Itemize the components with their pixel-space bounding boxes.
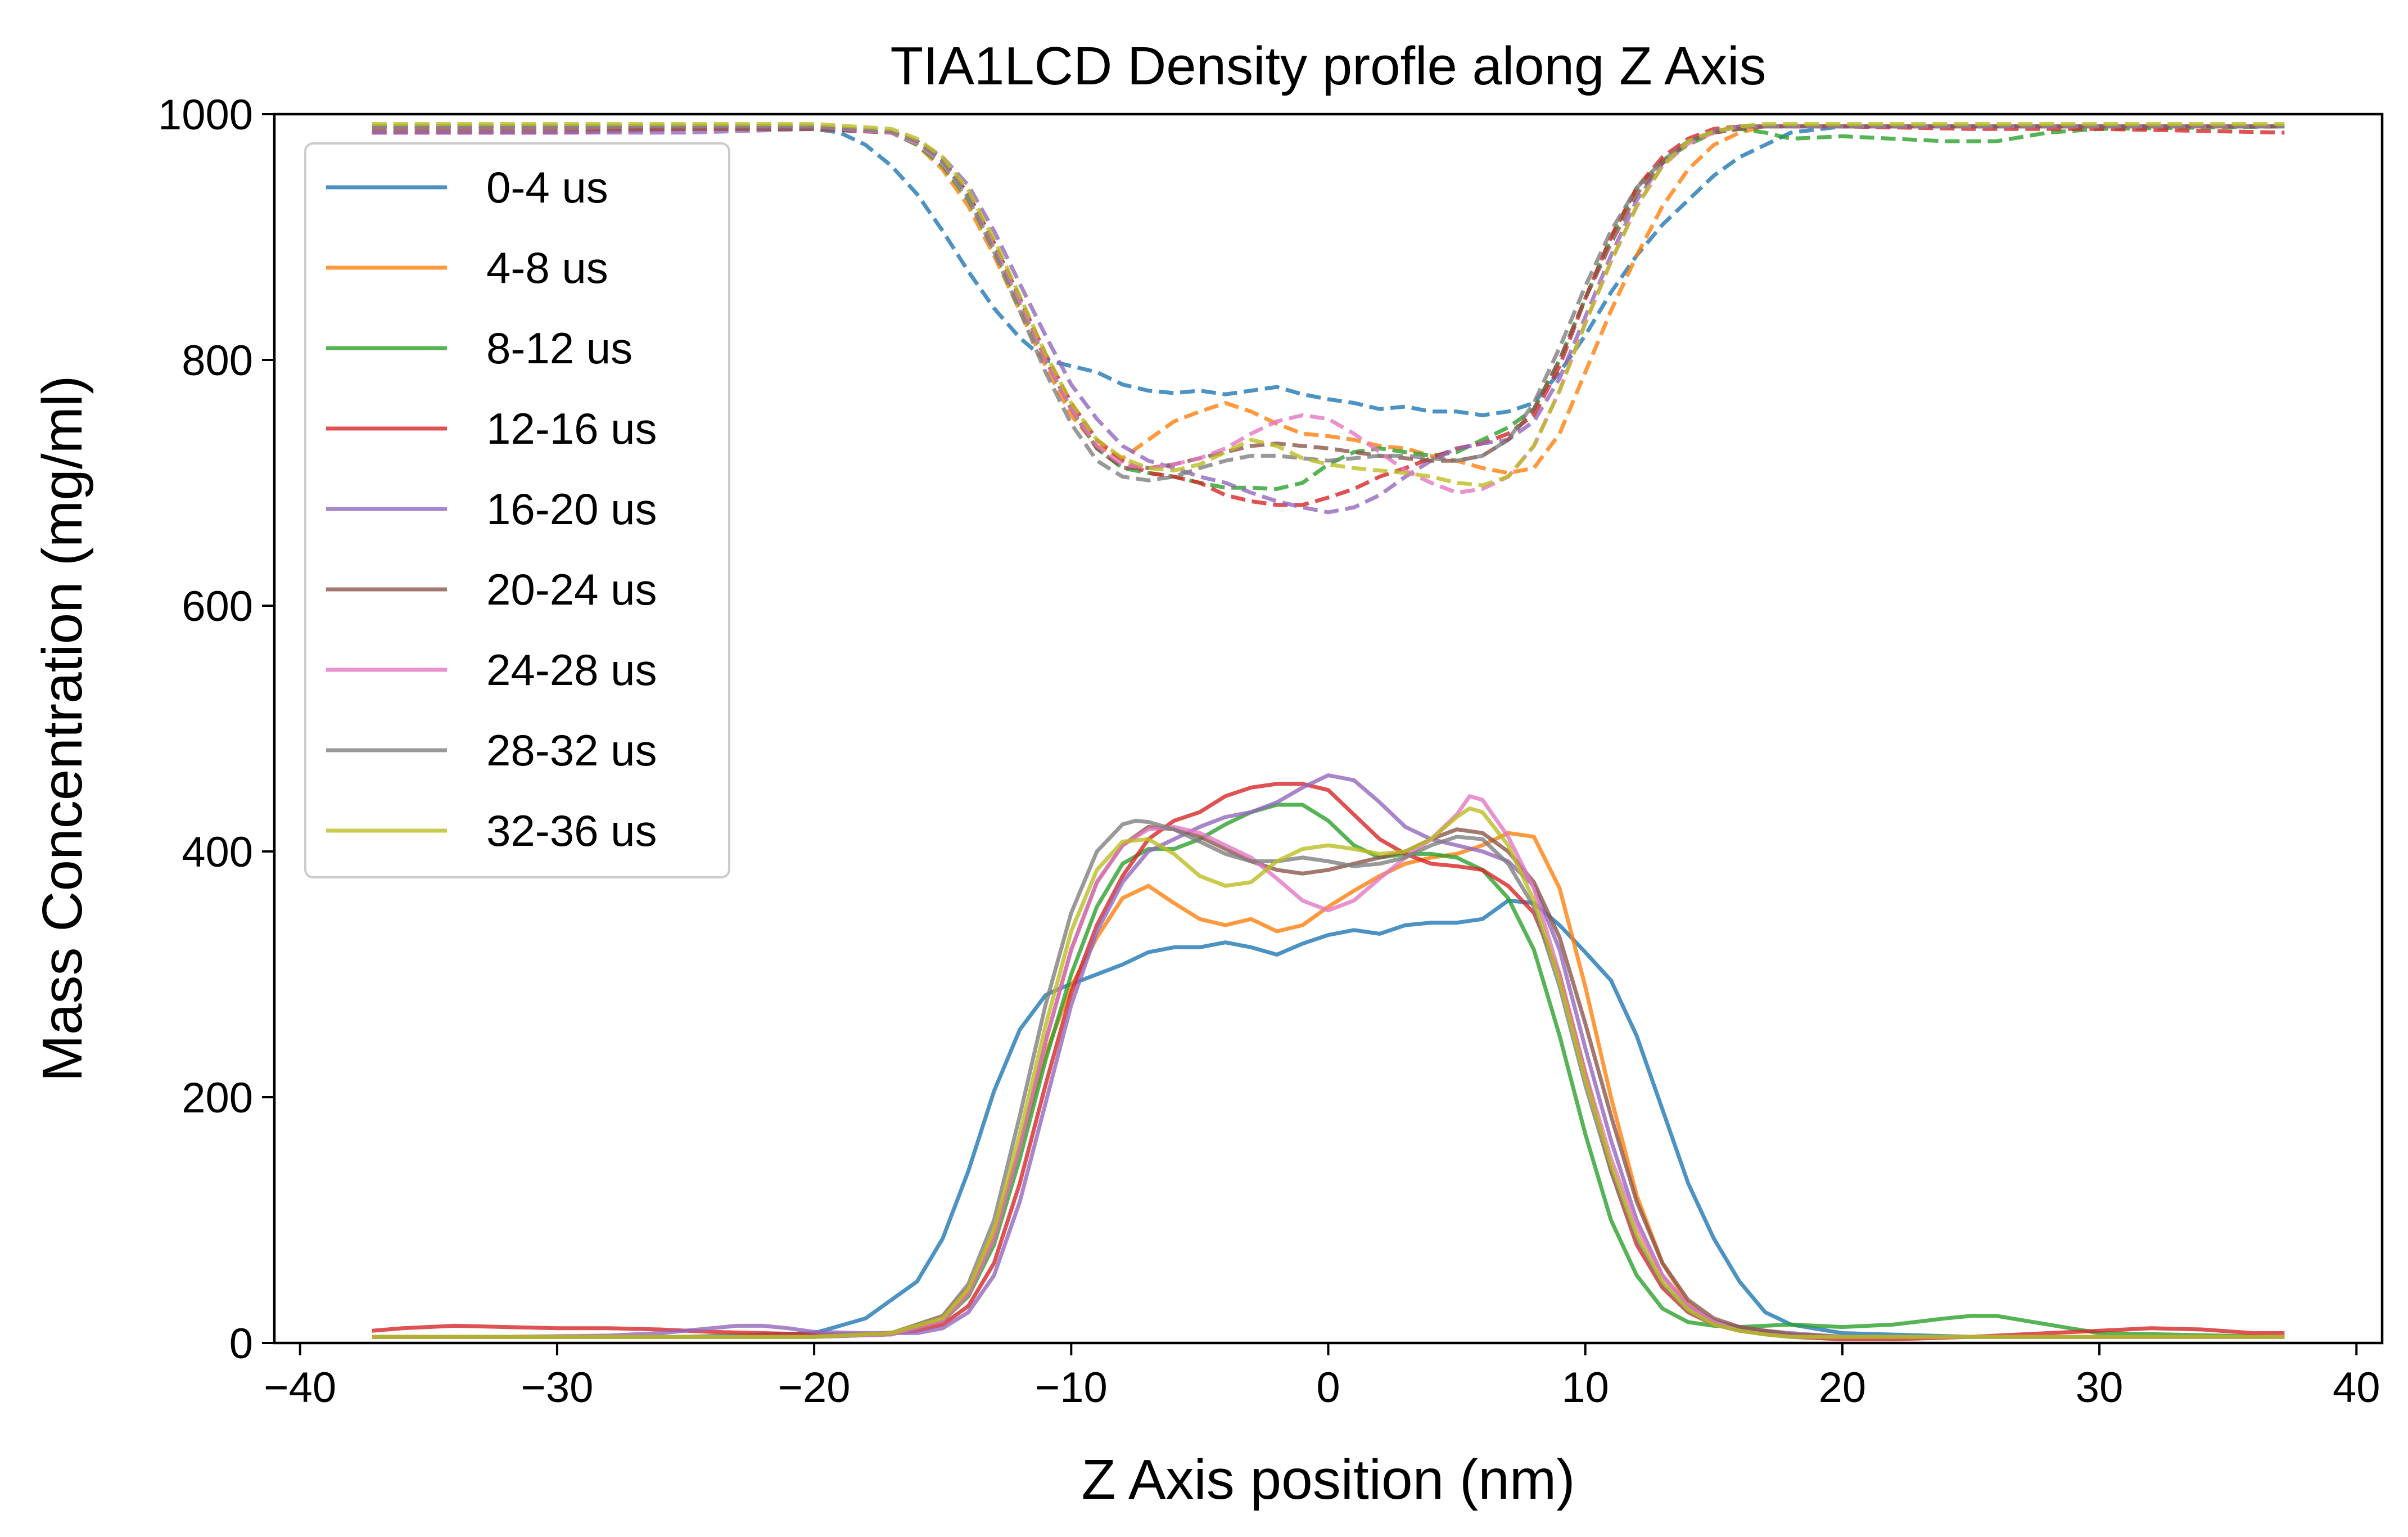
x-tick-label: −20 [778, 1364, 851, 1412]
y-tick-label: 1000 [158, 91, 253, 139]
y-tick-label: 400 [182, 828, 253, 876]
legend-label: 16-20 us [486, 484, 657, 534]
chart-title: TIA1LCD Density profle along Z Axis [891, 36, 1767, 96]
x-axis-label: Z Axis position (nm) [1081, 1448, 1575, 1511]
y-tick-label: 800 [182, 337, 253, 385]
y-axis-ticks: 0 200 400 600 800 1000 [158, 91, 274, 1368]
legend-label: 12-16 us [486, 404, 657, 453]
series-layer [372, 122, 2285, 1341]
legend-box [304, 142, 730, 878]
y-tick-label: 0 [229, 1320, 253, 1368]
water-density-line [372, 124, 2285, 491]
legend-label: 32-36 us [486, 806, 657, 855]
x-tick-label: −10 [1035, 1364, 1108, 1412]
protein-density-line [372, 898, 2285, 1339]
legend-label: 4-8 us [486, 243, 608, 292]
y-tick-label: 200 [182, 1074, 253, 1122]
x-tick-label: 10 [1561, 1364, 1609, 1412]
legend-label: 8-12 us [486, 323, 633, 373]
y-tick-label: 600 [182, 583, 253, 630]
water-density-line [372, 124, 2285, 475]
x-tick-label: −40 [264, 1364, 336, 1412]
x-tick-label: −30 [521, 1364, 593, 1412]
legend-label: 24-28 us [486, 645, 657, 695]
protein-density-line [372, 806, 2285, 1339]
x-axis-ticks: −40 −30 −20 −10 0 10 20 30 40 [264, 1343, 2380, 1412]
legend-label: 20-24 us [486, 565, 657, 614]
water-density-line [372, 122, 2285, 488]
x-tick-label: 30 [2076, 1364, 2124, 1412]
x-tick-label: 0 [1316, 1364, 1340, 1412]
legend-label: 0-4 us [486, 163, 608, 212]
legend: 0-4 us 4-8 us 8-12 us 12-16 us 16-20 us 20-24… [304, 142, 730, 878]
water-density-line [372, 124, 2285, 417]
x-tick-label: 40 [2333, 1364, 2380, 1412]
x-tick-label: 20 [1819, 1364, 1867, 1412]
y-axis-label: Mass Concentration (mg/ml) [31, 376, 94, 1082]
protein-density-line [372, 794, 2285, 1339]
legend-label: 28-32 us [486, 725, 657, 775]
